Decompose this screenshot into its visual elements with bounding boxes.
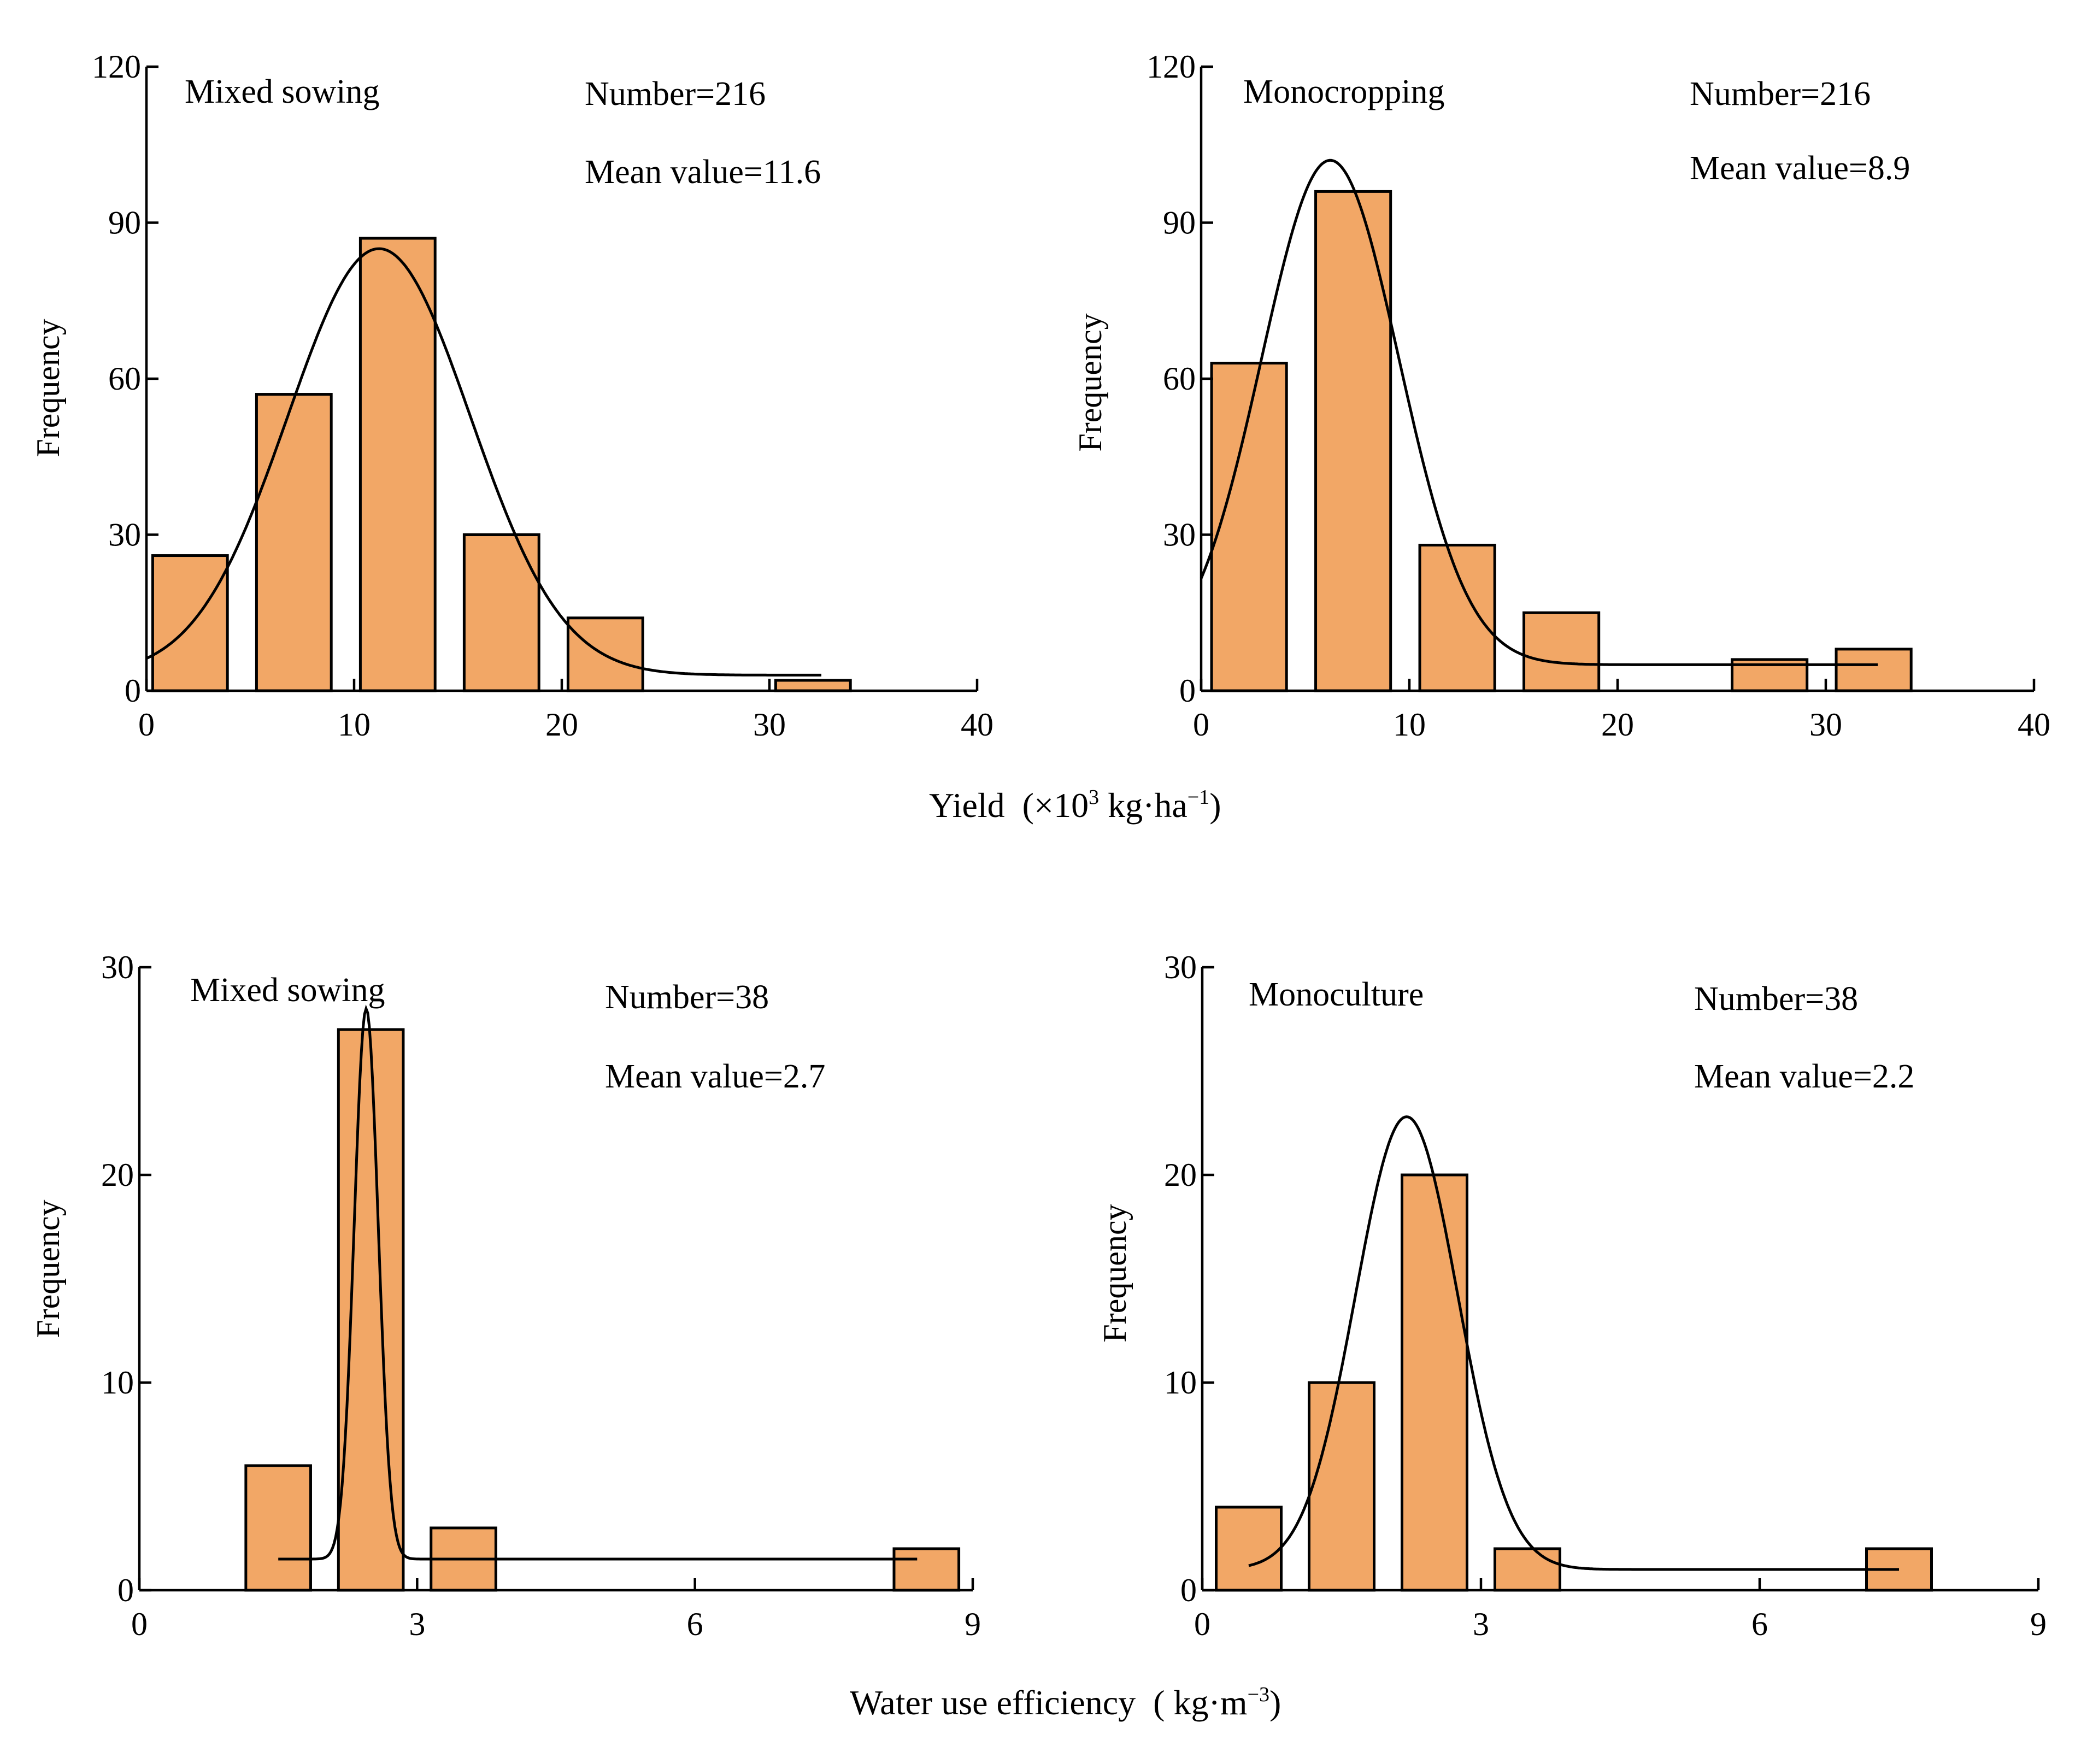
y-tick-label: 60 bbox=[108, 361, 141, 397]
chart-3: 0 10 20 30 0 3 6 9 bbox=[101, 949, 981, 1642]
histogram-bar bbox=[1522, 611, 1601, 692]
y-axis-label: Frequency bbox=[30, 319, 66, 457]
x-tick-label: 20 bbox=[545, 707, 578, 743]
histogram-bar bbox=[1215, 1506, 1283, 1592]
annotation-mean: Mean value=8.9 bbox=[1690, 150, 1910, 187]
x-tick-label: 0 bbox=[1193, 707, 1209, 743]
yield-label-end: ) bbox=[1209, 786, 1221, 825]
x-tick-label: 20 bbox=[1601, 707, 1634, 743]
y-axis-label: Frequency bbox=[30, 1199, 66, 1338]
histogram-bar bbox=[255, 393, 333, 692]
y-tick-label: 30 bbox=[101, 949, 134, 985]
yield-label-sup-2: −1 bbox=[1187, 786, 1209, 809]
x-tick-label: 3 bbox=[1473, 1606, 1489, 1642]
panel-title: Monoculture bbox=[1249, 976, 1424, 1013]
panel-title: Mixed sowing bbox=[190, 972, 385, 1009]
x-tick-label: 10 bbox=[338, 707, 371, 743]
histogram-bar bbox=[462, 533, 540, 692]
panel-mixed-sowing-yield: Mixed sowing Number=216 Mean value=11.6 … bbox=[30, 73, 821, 457]
yield-label-mid: kg·ha bbox=[1099, 786, 1187, 825]
panel-mixed-sowing-wue: Mixed sowing Number=38 Mean value=2.7 Fr… bbox=[30, 972, 825, 1338]
x-tick-label: 9 bbox=[2030, 1606, 2047, 1642]
panel-title: Mixed sowing bbox=[185, 73, 380, 110]
x-tick-label: 0 bbox=[1194, 1606, 1210, 1642]
normal-fit-curve bbox=[145, 247, 821, 677]
y-tick-label: 0 bbox=[117, 1572, 134, 1608]
histogram-bar bbox=[1314, 190, 1392, 692]
y-tick-label: 20 bbox=[1164, 1157, 1197, 1193]
x-tick-label: 9 bbox=[965, 1606, 981, 1642]
x-tick-label: 6 bbox=[1751, 1606, 1768, 1642]
histogram-bar bbox=[1401, 1173, 1468, 1592]
y-axis-label: Frequency bbox=[1097, 1204, 1133, 1342]
histogram-bar bbox=[1418, 544, 1496, 692]
y-tick-label: 30 bbox=[1163, 517, 1196, 553]
annotation-number: Number=216 bbox=[585, 75, 766, 113]
x-tick-label: 30 bbox=[1809, 707, 1842, 743]
x-tick-label: 3 bbox=[409, 1606, 425, 1642]
wue-label-end: ) bbox=[1269, 1683, 1281, 1722]
histogram-bar bbox=[774, 679, 852, 692]
y-tick-label: 120 bbox=[92, 49, 141, 85]
wue-label-main: Water use efficiency ( kg·m bbox=[850, 1683, 1248, 1722]
histogram-bar bbox=[892, 1547, 961, 1592]
y-tick-label: 30 bbox=[108, 517, 141, 553]
annotation-mean: Mean value=11.6 bbox=[585, 154, 821, 191]
histogram-bar bbox=[1494, 1547, 1561, 1592]
annotation-number: Number=216 bbox=[1690, 75, 1871, 113]
x-tick-label: 0 bbox=[131, 1606, 148, 1642]
histogram-bar bbox=[1835, 648, 1913, 692]
x-tick-label: 40 bbox=[961, 707, 993, 743]
x-tick-label: 40 bbox=[2018, 707, 2050, 743]
x-tick-label: 30 bbox=[753, 707, 786, 743]
panel-monocropping-yield: Monocropping Number=216 Mean value=8.9 F… bbox=[1072, 73, 1910, 452]
panel-monoculture-wue: Monoculture Number=38 Mean value=2.2 Fre… bbox=[1097, 976, 1914, 1343]
y-tick-label: 30 bbox=[1164, 949, 1197, 985]
x-tick-label: 10 bbox=[1393, 707, 1426, 743]
y-axis-label: Frequency bbox=[1072, 313, 1108, 451]
histogram-bar bbox=[244, 1464, 312, 1592]
chart-2: 0 30 60 90 120 0 10 20 30 40 bbox=[1147, 49, 2050, 743]
yield-label-main: Yield (×10 bbox=[929, 786, 1089, 825]
y-tick-label: 10 bbox=[101, 1365, 134, 1401]
wue-label-sup: −3 bbox=[1248, 1683, 1269, 1706]
histogram-bar bbox=[1308, 1381, 1375, 1592]
y-tick-label: 0 bbox=[125, 673, 141, 709]
x-tick-label: 6 bbox=[687, 1606, 703, 1642]
normal-fit-curve bbox=[1200, 158, 1878, 666]
normal-fit-curve bbox=[1248, 1115, 1899, 1571]
histogram-bar bbox=[358, 237, 437, 692]
y-tick-label: 120 bbox=[1147, 49, 1196, 85]
normal-fit-curve bbox=[278, 1004, 918, 1561]
shared-x-label-wue: Water use efficiency ( kg·m−3) bbox=[850, 1683, 1281, 1722]
chart-4: 0 10 20 30 0 3 6 9 bbox=[1164, 949, 2047, 1642]
yield-label-sup-1: 3 bbox=[1089, 786, 1099, 809]
annotation-number: Number=38 bbox=[605, 979, 769, 1016]
annotation-mean: Mean value=2.7 bbox=[605, 1058, 825, 1095]
y-tick-label: 60 bbox=[1163, 361, 1196, 397]
x-tick-label: 0 bbox=[138, 707, 155, 743]
y-tick-label: 0 bbox=[1179, 673, 1196, 709]
y-tick-label: 90 bbox=[108, 205, 141, 241]
annotation-number: Number=38 bbox=[1694, 980, 1858, 1018]
y-tick-label: 10 bbox=[1164, 1365, 1197, 1401]
y-tick-label: 20 bbox=[101, 1157, 134, 1193]
panel-title: Monocropping bbox=[1243, 73, 1445, 110]
annotation-mean: Mean value=2.2 bbox=[1694, 1058, 1914, 1095]
shared-x-label-yield: Yield (×103 kg·ha−1) bbox=[929, 786, 1221, 825]
y-tick-label: 0 bbox=[1180, 1572, 1197, 1608]
chart-1: 0 30 60 90 120 0 10 20 30 40 bbox=[92, 49, 993, 743]
y-tick-label: 90 bbox=[1163, 205, 1196, 241]
